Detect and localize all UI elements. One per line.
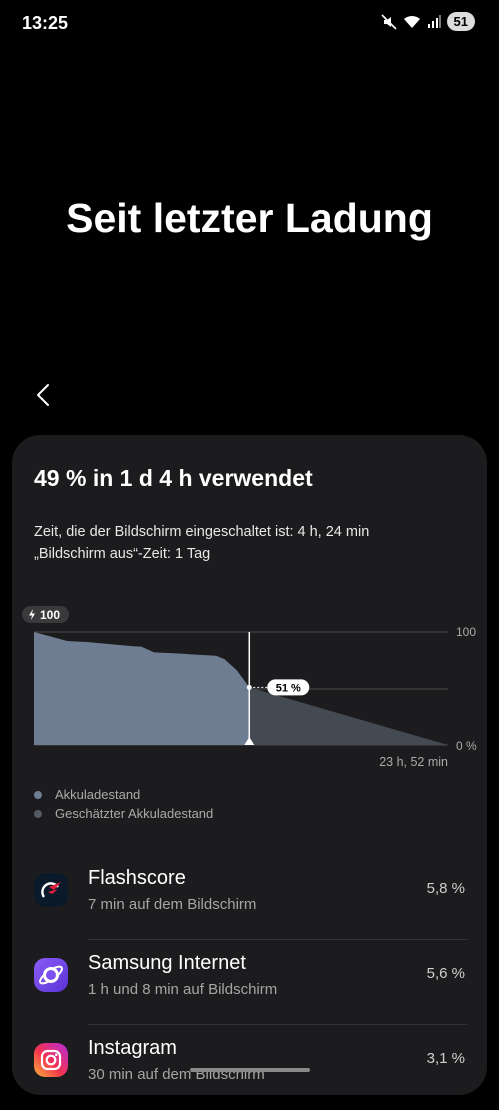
status-time: 13:25 xyxy=(22,13,69,33)
screen-time-info: Zeit, die der Bildschirm eingeschaltet i… xyxy=(34,521,369,565)
app-screen-time: 1 h und 8 min auf Bildschirm xyxy=(88,981,278,998)
current-level-label: 51 % xyxy=(267,679,310,696)
y-tick-100: 100 xyxy=(456,625,476,639)
legend-item-estimated: Geschätzter Akkuladestand xyxy=(34,804,213,823)
samsung-internet-icon xyxy=(34,958,68,992)
battery-indicator: 51 xyxy=(446,12,475,31)
legend-dot-actual xyxy=(34,790,42,799)
current-time-marker xyxy=(244,737,255,745)
current-level-dot xyxy=(246,684,252,690)
divider xyxy=(88,939,467,940)
battery-level-area xyxy=(34,632,250,745)
start-badge-text: 100 xyxy=(40,608,60,622)
wifi-icon xyxy=(403,15,420,28)
screen-off-time: „Bildschirm aus“-Zeit: 1 Tag xyxy=(34,546,211,562)
current-level-text: 51 % xyxy=(276,682,301,694)
divider xyxy=(88,1024,467,1025)
app-row-samsung-internet[interactable]: Samsung Internet 1 h und 8 min auf Bilds… xyxy=(12,940,487,1025)
app-name: Flashscore xyxy=(88,867,186,889)
signal-icon xyxy=(427,14,441,28)
app-usage-percent: 3,1 % xyxy=(426,1050,465,1067)
x-end-label: 23 h, 52 min xyxy=(379,755,448,769)
status-bar: 13:25 51 xyxy=(0,0,499,48)
battery-chart: 51 % 100 100 0 % 23 h, 52 min xyxy=(22,606,477,769)
start-badge: 100 xyxy=(22,606,69,623)
back-icon[interactable] xyxy=(30,380,60,410)
app-row-instagram[interactable]: Instagram 30 min auf dem Bildschirm 3,1 … xyxy=(12,1025,487,1110)
app-usage-percent: 5,8 % xyxy=(426,880,465,897)
charge-bolt-icon xyxy=(29,609,35,620)
mute-icon xyxy=(380,13,397,30)
app-row-flashscore[interactable]: Flashscore 7 min auf dem Bildschirm 5,8 … xyxy=(12,855,487,940)
legend-dot-estimated xyxy=(34,809,42,818)
instagram-icon xyxy=(34,1043,68,1077)
screen-on-time: Zeit, die der Bildschirm eingeschaltet i… xyxy=(34,524,370,540)
app-screen-time: 7 min auf dem Bildschirm xyxy=(88,896,257,913)
app-usage-percent: 5,6 % xyxy=(426,965,465,982)
flashscore-icon xyxy=(34,873,68,907)
app-name: Samsung Internet xyxy=(88,952,246,974)
page-title: Seit letzter Ladung xyxy=(66,195,433,241)
estimated-battery-area xyxy=(249,687,448,745)
legend-label-estimated: Geschätzter Akkuladestand xyxy=(55,806,214,821)
app-name: Instagram xyxy=(88,1037,177,1059)
usage-summary: 49 % in 1 d 4 h verwendet xyxy=(34,465,313,491)
y-tick-0: 0 % xyxy=(456,739,477,753)
status-icons: 51 xyxy=(380,12,475,31)
legend-item-actual: Akkuladestand xyxy=(34,785,213,804)
app-usage-list: Flashscore 7 min auf dem Bildschirm 5,8 … xyxy=(12,855,487,1110)
home-indicator[interactable] xyxy=(190,1068,310,1072)
chart-legend: Akkuladestand Geschätzter Akkuladestand xyxy=(34,785,213,823)
legend-label-actual: Akkuladestand xyxy=(55,787,141,802)
battery-usage-card: 49 % in 1 d 4 h verwendet Zeit, die der … xyxy=(12,435,487,1095)
